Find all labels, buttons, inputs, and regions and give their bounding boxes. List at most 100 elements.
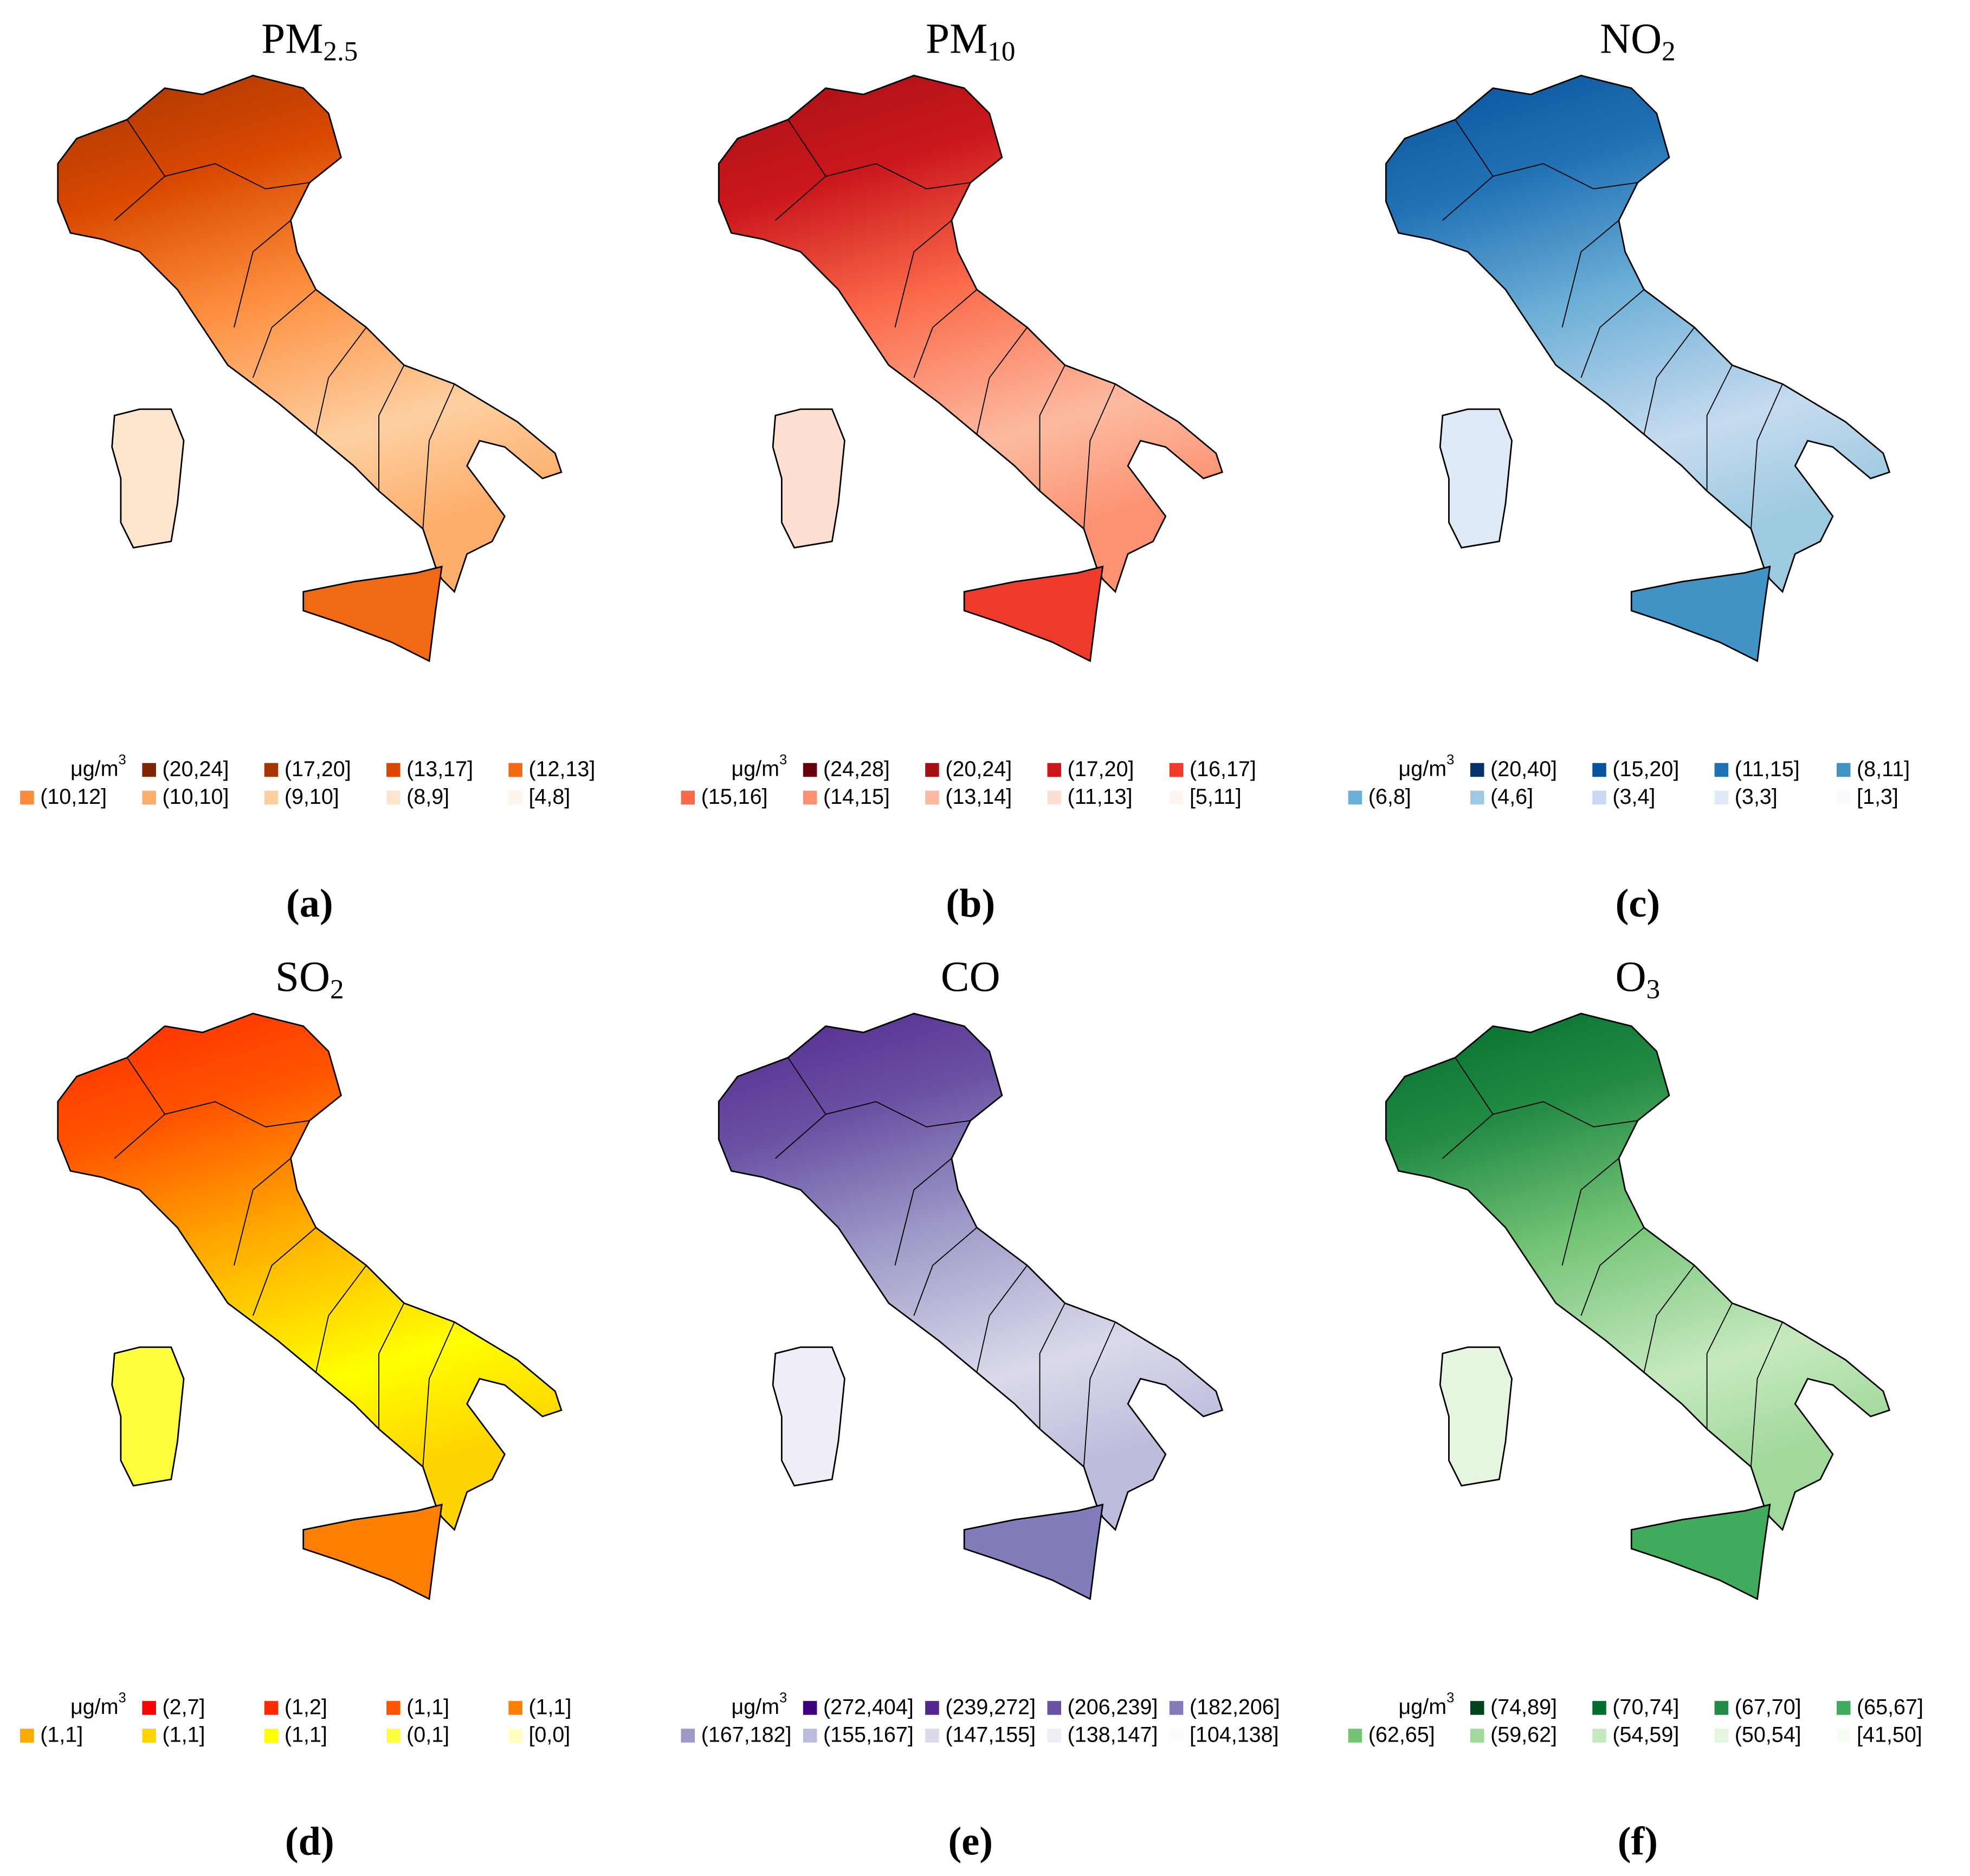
legend-swatch [1169, 1729, 1184, 1743]
legend-swatch [1836, 1729, 1851, 1743]
region-border [126, 1057, 310, 1127]
unit-base: μg/m [1399, 757, 1447, 781]
unit-sup: 3 [779, 1690, 787, 1705]
legend-swatch [142, 790, 156, 805]
sardinia [1439, 408, 1513, 549]
legend-label: [5,11] [1190, 785, 1242, 809]
legend-swatch [142, 1701, 156, 1715]
legend-swatch [20, 1729, 34, 1743]
legend-swatch [386, 1701, 401, 1715]
legend-label: (1,1] [406, 1695, 449, 1719]
legend-label: (16,17] [1190, 757, 1256, 781]
unit-base: μg/m [70, 757, 119, 781]
mainland [1385, 74, 1891, 594]
legend-label: (20,24] [945, 757, 1012, 781]
region-border [1455, 119, 1638, 190]
map [718, 74, 1224, 662]
legend-label: [0,0] [528, 1723, 570, 1747]
region-border [775, 176, 826, 221]
legend-label: (147,155] [945, 1723, 1036, 1747]
legend-swatch [1047, 790, 1062, 805]
panel-caption: (e) [948, 1820, 993, 1864]
legend-swatch [1348, 1729, 1362, 1743]
unit-sup: 3 [779, 752, 787, 768]
region-border [422, 1321, 455, 1467]
legend-label: (74,89] [1490, 1695, 1557, 1719]
unit-base: μg/m [731, 1695, 779, 1719]
sicily [963, 1503, 1104, 1601]
region-border [775, 1113, 826, 1159]
region-border [378, 365, 405, 491]
panel-title: NO2 [1600, 16, 1676, 67]
legend-swatch [1047, 763, 1062, 777]
legend-swatch [803, 763, 817, 777]
unit-sup: 3 [119, 752, 126, 768]
legend-swatch [925, 790, 939, 805]
sicily [302, 1503, 443, 1601]
legend-unit: μg/m3 [1399, 752, 1455, 781]
legend-label: (70,74] [1612, 1695, 1679, 1719]
region-border [1083, 1321, 1116, 1467]
map [57, 1013, 563, 1601]
legend-unit: μg/m3 [70, 1690, 126, 1719]
region-border [1083, 384, 1116, 529]
title-base: SO [275, 953, 330, 1001]
legend-swatch [803, 1701, 817, 1715]
legend-swatch [925, 763, 939, 777]
mainland [718, 1013, 1224, 1531]
unit-sup: 3 [119, 1690, 126, 1705]
legend-label: (8,9] [406, 785, 449, 809]
legend-label: (1,1] [40, 1723, 83, 1747]
legend-label: (54,59] [1612, 1723, 1679, 1747]
unit-sup: 3 [1446, 1690, 1454, 1705]
legend-swatch [1592, 763, 1606, 777]
title-base: O [1616, 953, 1646, 1001]
sicily [302, 565, 443, 662]
legend-label: (10,12] [40, 785, 107, 809]
legend-label: (62,65] [1368, 1723, 1435, 1747]
legend-swatch [264, 763, 279, 777]
legend-swatch [1836, 790, 1851, 805]
legend-swatch [508, 790, 522, 805]
legend-swatch [264, 790, 279, 805]
legend-label: (59,62] [1490, 1723, 1557, 1747]
map [57, 74, 563, 662]
legend-label: (8,11] [1857, 757, 1910, 781]
title-sub: 3 [1646, 974, 1661, 1005]
legend-label: [41,50] [1857, 1723, 1922, 1747]
legend-label: (17,20] [1068, 757, 1134, 781]
legend-swatch [925, 1701, 939, 1715]
legend-label: (67,70] [1735, 1695, 1801, 1719]
legend-label: (155,167] [823, 1723, 914, 1747]
legend-label: (20,24] [163, 757, 229, 781]
region-border [1580, 1227, 1645, 1316]
legend-label: (3,4] [1612, 785, 1655, 809]
legend-unit: μg/m3 [1399, 1690, 1455, 1719]
region-border [252, 289, 317, 378]
unit-base: μg/m [1399, 1695, 1447, 1719]
legend-label: (14,15] [823, 785, 890, 809]
legend-swatch [1470, 763, 1484, 777]
legend-label: (2,7] [163, 1695, 205, 1719]
legend-swatch [1047, 1701, 1062, 1715]
legend-swatch [264, 1729, 279, 1743]
legend-label: (10,10] [163, 785, 229, 809]
legend-label: (9,10] [285, 785, 339, 809]
region-border [913, 1227, 978, 1316]
legend-label: (167,182] [701, 1723, 792, 1747]
legend-swatch [508, 1701, 522, 1715]
panel-title: O3 [1616, 953, 1661, 1005]
legend-label: (13,17] [406, 757, 473, 781]
region-border [1643, 327, 1695, 435]
legend-swatch [1470, 790, 1484, 805]
unit-sup: 3 [1446, 752, 1454, 768]
legend-swatch [925, 1729, 939, 1743]
title-base: CO [941, 953, 1000, 1001]
title-base: PM [926, 16, 987, 63]
region-border [234, 1158, 292, 1266]
region-border [378, 1303, 405, 1429]
region-border [976, 1265, 1028, 1373]
legend-label: (20,40] [1490, 757, 1557, 781]
legend-label: (15,16] [701, 785, 768, 809]
legend-label: (1,1] [163, 1723, 205, 1747]
